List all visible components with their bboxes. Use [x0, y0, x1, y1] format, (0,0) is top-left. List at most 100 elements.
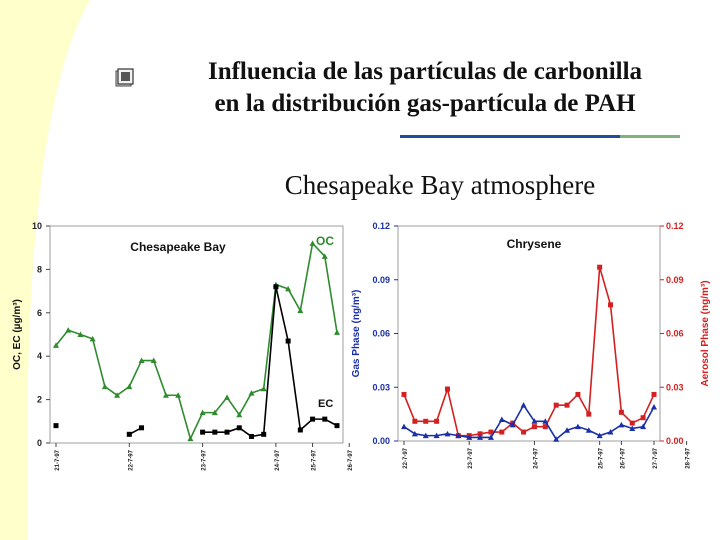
aerosol-series-point-18 — [597, 264, 603, 270]
gas-series-point-21 — [629, 425, 636, 431]
oc-series-point-14 — [224, 394, 231, 400]
aerosol-series-point-16 — [575, 391, 581, 397]
ec-series-point-7 — [139, 425, 145, 431]
gas-series-point-17 — [585, 427, 592, 433]
y-left-tick-label: 0.12 — [372, 221, 390, 231]
gas-series-point-7 — [477, 434, 484, 440]
slide-title-line-1: Influencia de las partículas de carbonil… — [207, 58, 643, 85]
aerosol-series-point-3 — [434, 418, 440, 424]
chart-oc-ec: 0 2 4 6 8 10 21-7-97 22-7-97 23-7-97 24-7-97 25-7-… — [12, 221, 352, 471]
ec-series-point-6 — [126, 431, 132, 437]
chart-chrysene: 0.00 0.00 0.03 0.03 0.06 0.06 0.09 0.09 0.12 0.12… — [351, 221, 711, 469]
gas-series-point-13 — [542, 418, 549, 424]
y-right-tick-label: 0.06 — [666, 329, 684, 339]
x-tick-label: 28-7-97 — [686, 447, 692, 468]
chart-title: Chesapeake Bay — [130, 240, 226, 254]
ec-series-point-20 — [297, 427, 303, 433]
y-left-tick-label: 0.03 — [372, 382, 390, 392]
gas-series-point-0 — [401, 423, 407, 430]
y-left-tick-label: 0.00 — [372, 436, 390, 446]
y-tick-label: 8 — [37, 264, 42, 274]
gas-series-point-16 — [574, 423, 581, 430]
ec-series-point-23 — [334, 423, 340, 429]
slide-subtitle: Chesapeake Bay atmosphere — [284, 170, 596, 200]
ec-series-point-19 — [285, 338, 291, 344]
aerosol-series-point-19 — [608, 302, 614, 308]
gas-series-line — [403, 403, 655, 441]
gas-series-point-10 — [509, 421, 516, 428]
oc-series-point-23 — [334, 329, 340, 335]
gas-series-point-12 — [531, 418, 538, 424]
oc-series-point-19 — [285, 285, 292, 292]
oc-series-point-8 — [150, 357, 157, 364]
slide-title-line-2: en la distribución gas-partícula de PAH — [214, 90, 636, 117]
ec-series-point-15 — [236, 425, 242, 431]
y-right-tick-label: 0.09 — [666, 275, 684, 285]
y-right-tick-label: 0.00 — [666, 436, 684, 446]
gas-series-point-5 — [455, 432, 462, 439]
oc-series-point-16 — [248, 390, 255, 396]
gas-series-point-3 — [433, 432, 440, 439]
y-axis-label: OC, EC (µg/m³) — [12, 299, 23, 370]
ec-series-point-12 — [200, 429, 206, 435]
gas-series-point-6 — [466, 434, 473, 440]
x-tick-label: 25-7-97 — [599, 447, 605, 468]
x-tick-label: 21-7-97 — [55, 449, 61, 470]
gas-series-point-11 — [520, 402, 527, 408]
gas-series-point-15 — [564, 427, 571, 433]
oc-series-point-7 — [138, 357, 145, 364]
oc-series-point-0 — [53, 342, 59, 348]
aerosol-series-point-1 — [412, 418, 418, 424]
oc-series-point-2 — [77, 331, 84, 337]
oc-series-point-12 — [199, 409, 206, 416]
y-tick-label: 2 — [37, 395, 42, 405]
oc-series-point-13 — [211, 409, 218, 416]
oc-series-line — [55, 241, 338, 441]
gas-series-point-1 — [411, 430, 418, 437]
gas-series-point-19 — [607, 429, 614, 435]
oc-series-point-22 — [321, 253, 328, 259]
aerosol-series-line — [403, 266, 655, 437]
ec-series-point-22 — [322, 416, 328, 422]
ec-series-point-16 — [248, 433, 254, 439]
ec-series-point-21 — [310, 416, 316, 422]
chart-title: Chrysene — [507, 237, 562, 251]
x-tick-label: 23-7-97 — [468, 447, 474, 468]
aerosol-series-point-22 — [640, 415, 646, 421]
oc-annotation: OC — [316, 234, 334, 248]
aerosol-series-point-2 — [423, 418, 429, 424]
oc-series-point-15 — [236, 411, 243, 418]
ec-annotation: EC — [318, 398, 333, 410]
y-left-tick-label: 0.06 — [372, 329, 390, 339]
ec-series-point-14 — [224, 429, 230, 435]
aerosol-series-point-7 — [477, 431, 483, 437]
gas-series-point-4 — [444, 430, 451, 437]
gas-series-point-2 — [422, 432, 429, 439]
oc-series-point-5 — [114, 392, 121, 398]
aerosol-series-point-13 — [542, 424, 548, 430]
y-tick-label: 0 — [37, 438, 42, 448]
x-tick-label: 24-7-97 — [533, 447, 539, 468]
y-right-tick-label: 0.03 — [666, 382, 684, 392]
gas-series-point-23 — [651, 403, 657, 410]
y-tick-label: 10 — [32, 221, 42, 231]
aerosol-series-point-4 — [444, 386, 450, 392]
oc-series-point-21 — [309, 240, 316, 246]
plot-frame — [49, 225, 344, 444]
x-tick-label: 26-7-97 — [620, 447, 626, 468]
oc-series-point-20 — [297, 307, 304, 314]
aerosol-series-point-11 — [521, 429, 527, 435]
oc-series-point-4 — [101, 383, 108, 390]
x-tick-label: 23-7-97 — [202, 449, 208, 470]
ec-series-point-0 — [53, 423, 59, 429]
gas-series-point-14 — [553, 436, 560, 442]
bullet-box-icon — [115, 68, 134, 87]
ec-series-point-13 — [212, 429, 218, 435]
slide-title: Influencia de las partículas de carbonil… — [140, 56, 710, 120]
y-right-axis-label: Aerosol Phase (ng/m³) — [700, 280, 711, 386]
ec-series-point-18 — [273, 284, 279, 290]
x-tick-label: 25-7-97 — [312, 449, 318, 470]
title-underline — [400, 135, 680, 138]
oc-series-point-9 — [162, 392, 169, 398]
